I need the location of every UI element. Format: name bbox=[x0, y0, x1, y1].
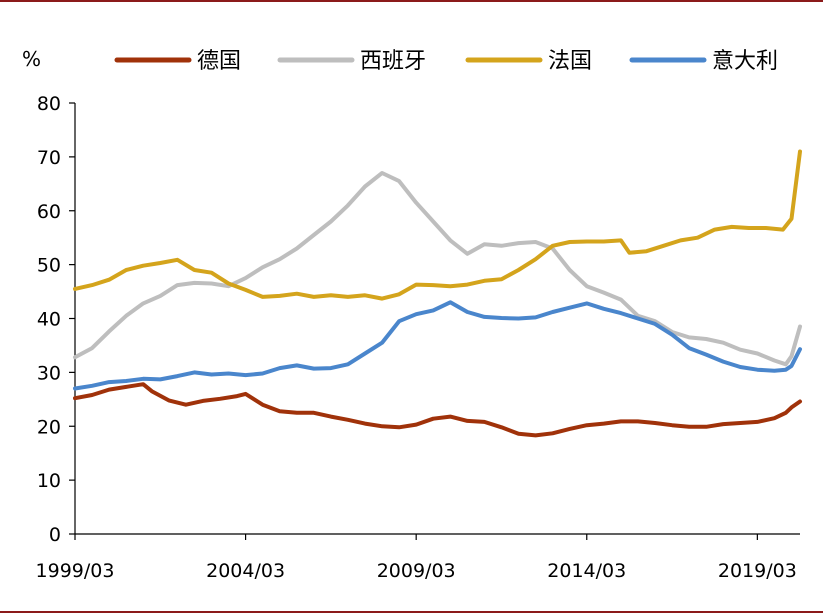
y-tick-label: 30 bbox=[37, 362, 61, 384]
legend-label: 法国 bbox=[548, 49, 592, 74]
y-tick-label: 80 bbox=[37, 93, 61, 115]
legend: 德国 西班牙 法国 意大利 bbox=[114, 49, 778, 74]
series-line-1 bbox=[73, 382, 802, 438]
x-tick-label: 2004/03 bbox=[206, 560, 285, 582]
legend-label: 德国 bbox=[197, 49, 241, 74]
series-line-3 bbox=[73, 149, 802, 301]
y-tick-label: 10 bbox=[37, 470, 61, 492]
legend-item-1: 德国 bbox=[114, 49, 241, 74]
series-line-4 bbox=[73, 300, 802, 391]
y-axis-unit-label: % bbox=[22, 47, 41, 71]
legend-label: 西班牙 bbox=[360, 49, 426, 74]
legend-label: 意大利 bbox=[712, 49, 778, 74]
x-tick-label: 2009/03 bbox=[377, 560, 456, 582]
legend-item-3: 法国 bbox=[465, 49, 592, 74]
y-tick-label: 0 bbox=[49, 524, 61, 546]
y-tick-label: 50 bbox=[37, 255, 61, 277]
legend-item-2: 西班牙 bbox=[277, 49, 426, 74]
series-layer bbox=[73, 149, 802, 438]
x-tick-label: 1999/03 bbox=[36, 560, 115, 582]
legend-item-4: 意大利 bbox=[629, 49, 778, 74]
y-tick-label: 60 bbox=[37, 201, 61, 223]
top-border-line bbox=[0, 0, 823, 2]
y-tick-label: 70 bbox=[37, 147, 61, 169]
x-tick-label: 2014/03 bbox=[547, 560, 626, 582]
y-tick-label: 40 bbox=[37, 309, 61, 331]
y-tick-label: 20 bbox=[37, 416, 61, 438]
bottom-border-line bbox=[0, 611, 823, 613]
x-tick-label: 2019/03 bbox=[718, 560, 797, 582]
axes: 0 10 20 30 40 50 60 70 80 1999/03 2004/03 2009/03 20… bbox=[36, 93, 800, 582]
series-line-2 bbox=[73, 171, 802, 367]
